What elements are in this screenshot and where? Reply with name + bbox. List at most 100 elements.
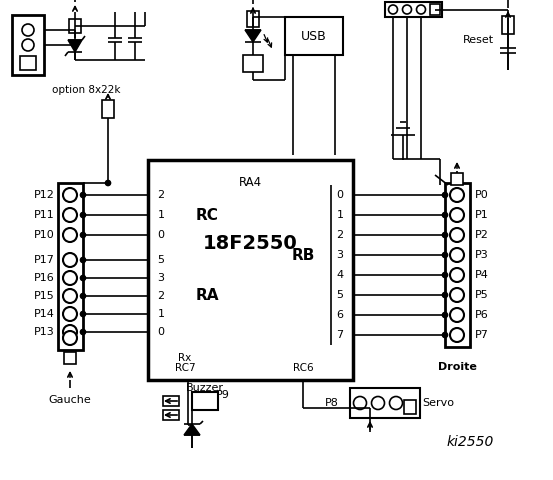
- Polygon shape: [184, 424, 200, 435]
- Circle shape: [372, 396, 384, 409]
- Circle shape: [442, 232, 447, 238]
- Text: Rx: Rx: [179, 353, 192, 363]
- Text: P8: P8: [325, 398, 339, 408]
- Circle shape: [63, 307, 77, 321]
- Text: 5: 5: [336, 290, 343, 300]
- Circle shape: [416, 5, 425, 14]
- Circle shape: [106, 180, 111, 185]
- Bar: [385, 2, 442, 17]
- Text: RC7: RC7: [175, 363, 195, 373]
- Text: 1: 1: [336, 210, 343, 220]
- Text: option 8x22k: option 8x22k: [52, 85, 121, 95]
- Text: 0: 0: [158, 327, 164, 337]
- Circle shape: [442, 292, 447, 298]
- Circle shape: [450, 308, 464, 322]
- Bar: [243, 55, 263, 72]
- Circle shape: [81, 293, 86, 299]
- Circle shape: [442, 312, 447, 317]
- Bar: [247, 11, 259, 27]
- Bar: [285, 17, 343, 55]
- Bar: [404, 400, 416, 414]
- Text: 1: 1: [158, 210, 164, 220]
- Text: 6: 6: [336, 310, 343, 320]
- Circle shape: [63, 188, 77, 202]
- Circle shape: [81, 232, 86, 238]
- Text: P10: P10: [34, 230, 55, 240]
- Text: P11: P11: [34, 210, 55, 220]
- Bar: [451, 173, 463, 185]
- Text: P15: P15: [34, 291, 55, 301]
- Bar: [192, 392, 218, 410]
- Circle shape: [442, 333, 447, 337]
- Text: RB: RB: [291, 248, 315, 263]
- Text: P1: P1: [475, 210, 489, 220]
- Text: 3: 3: [336, 250, 343, 260]
- Circle shape: [63, 271, 77, 285]
- Bar: [12, 15, 44, 75]
- Text: 2: 2: [336, 230, 343, 240]
- Circle shape: [22, 24, 34, 36]
- Text: P5: P5: [475, 290, 489, 300]
- Text: P16: P16: [34, 273, 55, 283]
- Circle shape: [389, 5, 398, 14]
- Circle shape: [81, 329, 86, 335]
- Text: 0: 0: [336, 190, 343, 200]
- Circle shape: [450, 268, 464, 282]
- Text: Reset: Reset: [463, 35, 494, 45]
- Circle shape: [450, 288, 464, 302]
- Text: 2: 2: [158, 190, 165, 200]
- Circle shape: [450, 228, 464, 242]
- Text: 0: 0: [158, 230, 164, 240]
- Polygon shape: [68, 40, 82, 52]
- Text: P2: P2: [475, 230, 489, 240]
- Circle shape: [450, 248, 464, 262]
- Text: 7: 7: [336, 330, 343, 340]
- Circle shape: [81, 257, 86, 263]
- Text: RA: RA: [196, 288, 220, 303]
- Circle shape: [389, 396, 403, 409]
- Bar: [102, 100, 114, 118]
- Circle shape: [81, 213, 86, 217]
- Text: RC6: RC6: [293, 363, 314, 373]
- Text: USB: USB: [301, 29, 327, 43]
- Text: P13: P13: [34, 327, 55, 337]
- Circle shape: [450, 208, 464, 222]
- Circle shape: [63, 228, 77, 242]
- Circle shape: [81, 312, 86, 316]
- Bar: [445, 183, 470, 347]
- Circle shape: [63, 325, 77, 339]
- Text: Gauche: Gauche: [49, 395, 91, 405]
- Text: P3: P3: [475, 250, 489, 260]
- Bar: [69, 19, 81, 33]
- Text: 4: 4: [336, 270, 343, 280]
- Circle shape: [450, 188, 464, 202]
- Text: P12: P12: [34, 190, 55, 200]
- Text: 2: 2: [158, 291, 165, 301]
- Bar: [64, 352, 76, 364]
- Bar: [58, 183, 83, 350]
- Bar: [163, 396, 179, 406]
- Text: Buzzer: Buzzer: [186, 383, 224, 393]
- Bar: [502, 16, 514, 34]
- Text: Servo: Servo: [422, 398, 454, 408]
- Circle shape: [22, 39, 34, 51]
- Bar: [163, 410, 179, 420]
- Circle shape: [63, 289, 77, 303]
- Text: 3: 3: [158, 273, 164, 283]
- Text: 5: 5: [158, 255, 164, 265]
- Text: P17: P17: [34, 255, 55, 265]
- Circle shape: [353, 396, 367, 409]
- Bar: [20, 56, 36, 70]
- Circle shape: [403, 5, 411, 14]
- Polygon shape: [245, 30, 261, 42]
- Text: 1: 1: [158, 309, 164, 319]
- Text: Droite: Droite: [437, 362, 477, 372]
- Bar: [430, 4, 440, 15]
- Text: P6: P6: [475, 310, 489, 320]
- Text: P9: P9: [216, 390, 230, 400]
- Circle shape: [442, 192, 447, 197]
- Text: P4: P4: [475, 270, 489, 280]
- Text: P0: P0: [475, 190, 489, 200]
- Text: ki2550: ki2550: [446, 435, 494, 449]
- Text: RC: RC: [196, 207, 219, 223]
